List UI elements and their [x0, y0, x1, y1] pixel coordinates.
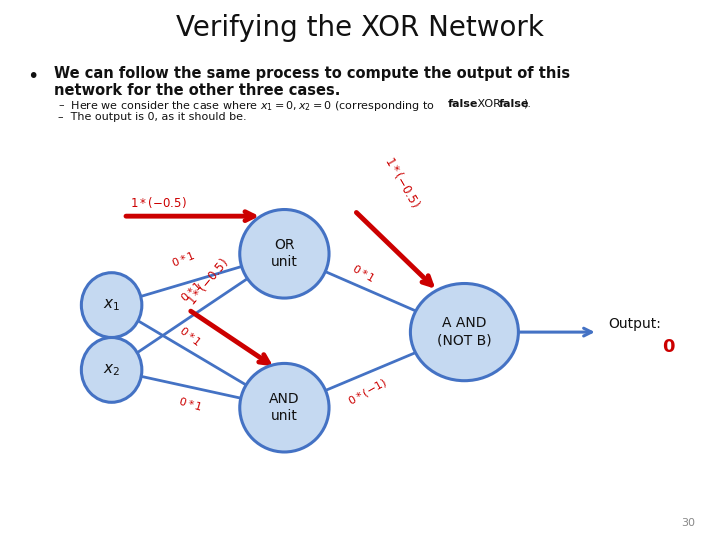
- Text: $0*1$: $0*1$: [177, 323, 204, 348]
- Text: Output:: Output:: [608, 317, 661, 331]
- Text: 30: 30: [681, 518, 695, 528]
- Text: Verifying the XOR Network: Verifying the XOR Network: [176, 14, 544, 42]
- Text: We can follow the same process to compute the output of this: We can follow the same process to comput…: [54, 66, 570, 81]
- Text: –  The output is 0, as it should be.: – The output is 0, as it should be.: [58, 112, 246, 122]
- Text: XOR: XOR: [474, 99, 504, 109]
- Text: $0*1$: $0*1$: [178, 278, 204, 303]
- Text: $0*1$: $0*1$: [170, 248, 197, 268]
- Ellipse shape: [410, 284, 518, 381]
- Text: $1*(-0.5)$: $1*(-0.5)$: [382, 153, 423, 210]
- Text: 0: 0: [662, 338, 675, 356]
- Text: $0*1$: $0*1$: [177, 394, 204, 413]
- Text: $1*(-0.5)$: $1*(-0.5)$: [130, 195, 186, 210]
- Text: $x_2$: $x_2$: [103, 362, 120, 378]
- Text: network for the other three cases.: network for the other three cases.: [54, 83, 341, 98]
- Text: false: false: [448, 99, 478, 109]
- Ellipse shape: [240, 210, 329, 298]
- Ellipse shape: [81, 338, 142, 402]
- Text: –  Here we consider the case where $x_1 = 0, x_2 = 0$ (corresponding to: – Here we consider the case where $x_1 =…: [58, 99, 435, 113]
- Text: $0*1$: $0*1$: [350, 262, 377, 285]
- Text: $1*(-0.5)$: $1*(-0.5)$: [184, 255, 232, 308]
- Text: OR
unit: OR unit: [271, 238, 298, 269]
- Text: ).: ).: [523, 99, 531, 109]
- Ellipse shape: [240, 363, 329, 452]
- Text: $x_1$: $x_1$: [103, 297, 120, 313]
- Text: A AND
(NOT B): A AND (NOT B): [437, 316, 492, 348]
- Text: false: false: [499, 99, 529, 109]
- Text: $0*(-1)$: $0*(-1)$: [345, 375, 390, 408]
- Text: •: •: [27, 68, 39, 86]
- Ellipse shape: [81, 273, 142, 338]
- Text: AND
unit: AND unit: [269, 392, 300, 423]
